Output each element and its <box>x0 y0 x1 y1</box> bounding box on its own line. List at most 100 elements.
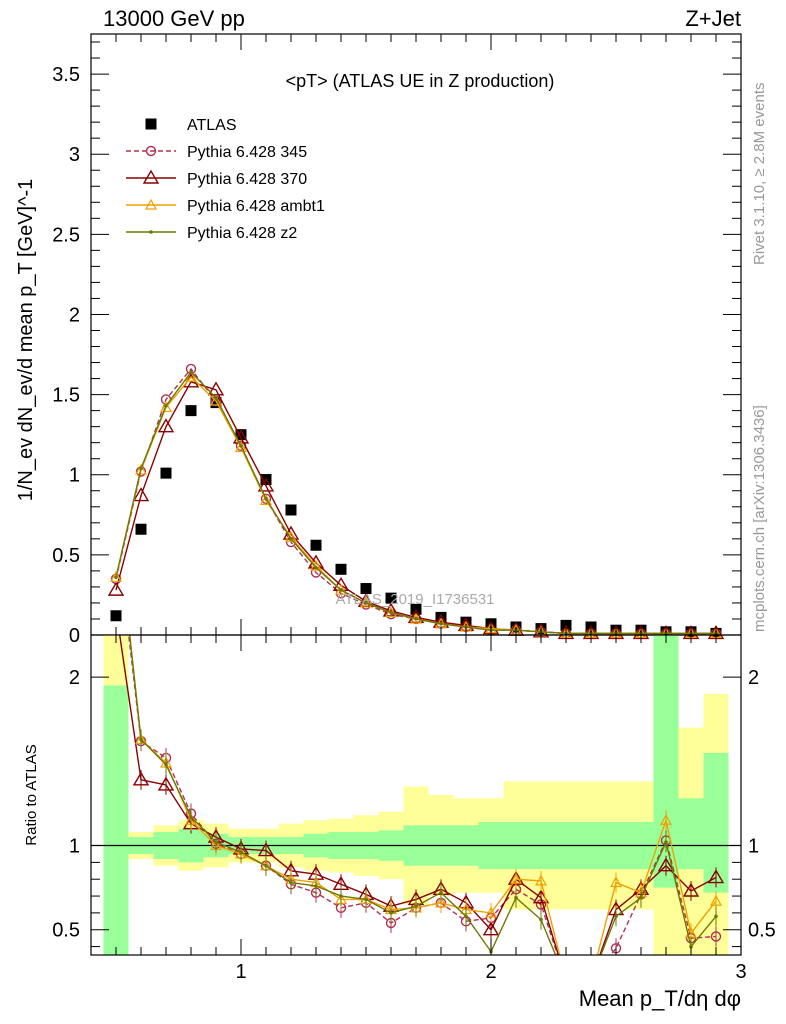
main-point-s2 <box>407 608 425 624</box>
ratio-point-s3 <box>164 762 168 767</box>
legend-marker-0 <box>145 118 157 130</box>
ratio-point-s1 <box>132 771 150 786</box>
main-point-s0 <box>110 610 122 622</box>
ratio-point-s2 <box>609 876 623 888</box>
main-point-s0 <box>360 583 372 595</box>
ratio-point-s3 <box>314 884 318 888</box>
main-point-s4 <box>239 444 243 448</box>
main-point-s3 <box>209 394 223 406</box>
main-point-s2 <box>357 592 375 608</box>
ratio-point-s3 <box>439 890 443 895</box>
main-point-s0 <box>310 539 322 551</box>
ratio-point-s3 <box>664 840 668 844</box>
ratio-y-axis-label: Ratio to ATLAS <box>23 744 40 845</box>
legend-marker-1 <box>145 145 157 157</box>
main-y-tick-label: 1 <box>69 465 80 487</box>
ratio-y-tick-label-left: 1 <box>69 836 80 858</box>
main-point-s0 <box>385 592 397 604</box>
main-y-tick-label: 0 <box>69 625 80 647</box>
ratio-point-s3 <box>389 911 393 915</box>
main-point-s4 <box>414 617 418 621</box>
ratio-inner-band <box>678 798 704 870</box>
ratio-y-tick-label-right: 1 <box>748 836 759 858</box>
ratio-point-s3 <box>214 840 218 844</box>
main-point-s4 <box>314 565 318 570</box>
main-point-s3 <box>259 494 273 505</box>
analysis-watermark: ATLAS_2019_I1736531 <box>335 591 494 608</box>
legend-marker-4 <box>149 230 153 234</box>
main-point-s3 <box>284 531 298 542</box>
ratio-point-s2 <box>484 906 498 918</box>
legend-label-1: Pythia 6.428 345 <box>187 144 307 161</box>
ratio-point-s3 <box>639 895 643 900</box>
main-point-s3 <box>159 401 173 413</box>
legend-marker-3 <box>144 198 158 210</box>
main-point-s2 <box>257 477 275 492</box>
legend-label-3: Pythia 6.428 ambt1 <box>187 198 325 215</box>
main-point-s3 <box>234 441 248 453</box>
ratio-point-s2 <box>709 894 723 906</box>
chart-title: <pT> (ATLAS UE in Z production) <box>286 71 555 91</box>
x-axis-label: Mean p_T/dη dφ <box>579 986 741 1011</box>
ratio-point-s1 <box>482 921 500 936</box>
main-point-s4 <box>364 601 368 605</box>
main-point-s4 <box>289 537 293 541</box>
legend-marker-2 <box>142 169 160 184</box>
x-tick-label: 1 <box>235 961 246 983</box>
rivet-version-label: Rivet 3.1.10, ≥ 2.8M events <box>751 83 768 266</box>
ratio-inner-band <box>103 685 129 955</box>
header-right: Z+Jet <box>685 6 741 31</box>
ratio-bands-layer <box>91 635 741 955</box>
ratio-point-s3 <box>464 914 468 919</box>
main-point-s4 <box>464 625 468 629</box>
mcplots-label: mcplots.cern.ch [arXiv:1306.3436] <box>751 405 768 632</box>
main-y-tick-label: 3 <box>69 144 80 166</box>
ratio-point-s3 <box>614 914 618 919</box>
ratio-point-s1 <box>157 776 175 791</box>
main-point-s0 <box>160 467 172 479</box>
main-y-tick-label: 2 <box>69 304 80 326</box>
main-point-s4 <box>389 610 393 615</box>
main-point-s4 <box>439 621 443 626</box>
ratio-y-tick-label-right: 0.5 <box>748 920 776 942</box>
main-point-s2 <box>157 418 175 433</box>
ratio-point-s1 <box>682 882 700 897</box>
main-point-s0 <box>185 405 197 417</box>
ratio-point-s3 <box>139 737 143 742</box>
ratio-point-s3 <box>239 850 243 855</box>
ratio-point-s2 <box>534 874 548 886</box>
main-point-s4 <box>339 588 343 592</box>
legend-label-0: ATLAS <box>187 117 237 134</box>
main-point-s3 <box>134 463 148 475</box>
ratio-y-tick-label-left: 2 <box>69 667 80 689</box>
main-point-s2 <box>132 487 150 502</box>
ratio-point-s3 <box>514 895 518 900</box>
main-y-tick-label: 1.5 <box>52 385 80 407</box>
ratio-point-s2 <box>659 814 673 825</box>
main-point-s0 <box>135 523 147 535</box>
main-y-tick-label: 0.5 <box>52 545 80 567</box>
ratio-series-group <box>119 635 725 955</box>
main-point-s4 <box>264 496 268 501</box>
ratio-point-s1 <box>657 857 675 872</box>
ratio-point-s1 <box>707 869 725 884</box>
main-point-s0 <box>335 563 347 575</box>
legend-label-4: Pythia 6.428 z2 <box>187 225 297 242</box>
ratio-point-s3 <box>689 944 693 949</box>
main-point-s0 <box>285 504 297 516</box>
ratio-axes: 1 2 30.5 0.51 12 2 <box>52 634 776 983</box>
main-point-s4 <box>139 466 143 471</box>
main-point-s0 <box>510 621 522 633</box>
ratio-point-s3 <box>189 815 193 819</box>
legend-label-2: Pythia 6.428 370 <box>187 171 307 188</box>
main-y-tick-label: 3.5 <box>52 64 80 86</box>
main-y-tick-label: 2.5 <box>52 224 80 246</box>
main-point-s2 <box>107 581 125 596</box>
main-y-axis-label: 1/N_ev dN_ev/d mean p_T [GeV]^-1 <box>15 179 37 502</box>
ratio-point-s3 <box>414 904 418 908</box>
main-point-s0 <box>210 397 222 409</box>
x-tick-label: 2 <box>485 961 496 983</box>
main-point-s3 <box>109 571 123 582</box>
ratio-series-layer <box>119 635 725 955</box>
